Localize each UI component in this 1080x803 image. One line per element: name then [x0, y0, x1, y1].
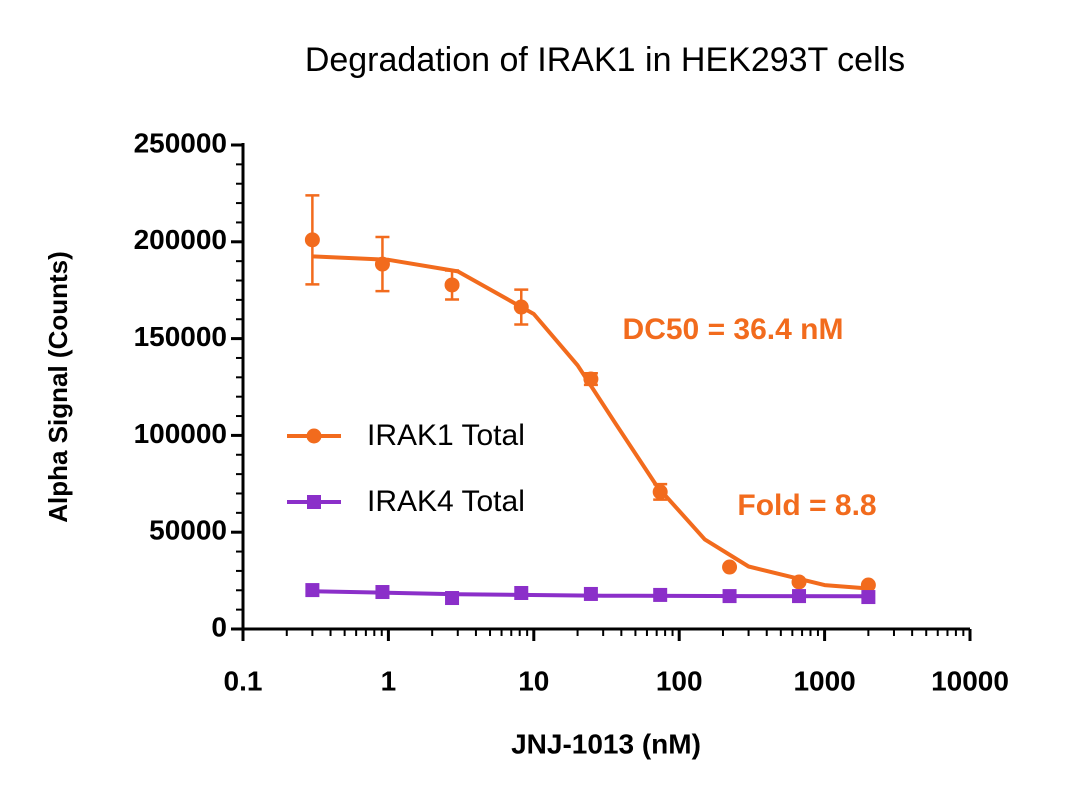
- legend-marker: [307, 495, 321, 509]
- x-tick-label: 0.1: [224, 665, 263, 696]
- x-tick-label: 1: [381, 665, 397, 696]
- x-axis-title: JNJ-1013 (nM): [511, 728, 701, 759]
- x-tick-label: 1000: [793, 665, 855, 696]
- data-point: [722, 589, 737, 604]
- y-tick-label: 250000: [134, 127, 227, 158]
- data-point: [861, 590, 876, 605]
- data-point: [583, 586, 598, 601]
- chart-title: Degradation of IRAK1 in HEK293T cells: [305, 41, 905, 79]
- x-tick-label: 10000: [931, 665, 1009, 696]
- data-point: [444, 277, 460, 293]
- fit-curve: [312, 589, 869, 599]
- data-point: [722, 559, 738, 575]
- legend-marker: [306, 428, 322, 444]
- legend-label: IRAK1 Total: [367, 419, 525, 452]
- data-point: [445, 591, 460, 606]
- x-tick-label: 10: [518, 665, 549, 696]
- data-point: [791, 574, 807, 590]
- data-point: [860, 577, 876, 593]
- data-point: [513, 299, 529, 315]
- data-point: [305, 583, 320, 598]
- y-axis-title: Alpha Signal (Counts): [43, 251, 73, 523]
- data-point: [583, 371, 599, 387]
- fit-curve: [312, 254, 869, 591]
- data-point: [375, 585, 390, 600]
- data-point: [374, 256, 390, 272]
- x-tick-label: 100: [656, 665, 703, 696]
- data-point: [514, 585, 529, 600]
- data-point: [792, 589, 807, 604]
- annotation: Fold = 8.8: [737, 489, 876, 522]
- y-tick-label: 50000: [149, 515, 227, 546]
- data-point: [653, 587, 668, 602]
- legend-label: IRAK4 Total: [367, 485, 525, 518]
- data-point: [304, 232, 320, 248]
- y-tick-label: 200000: [134, 224, 227, 255]
- data-point: [652, 484, 668, 500]
- y-tick-label: 0: [211, 611, 227, 642]
- y-tick-label: 100000: [134, 418, 227, 449]
- y-tick-label: 150000: [134, 321, 227, 352]
- annotation: DC50 = 36.4 nM: [623, 313, 844, 346]
